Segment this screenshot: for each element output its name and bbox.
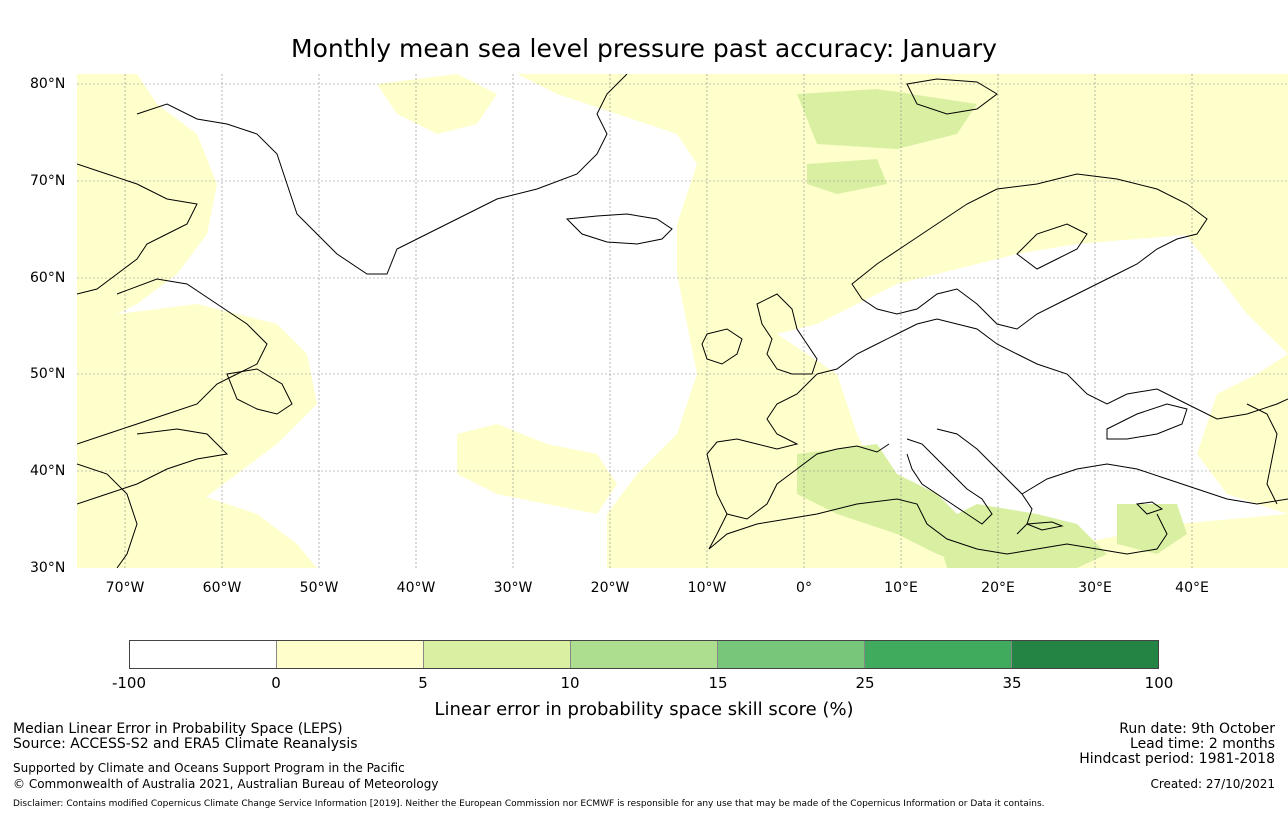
shade-east-europe [1177, 204, 1288, 514]
footer-support: Supported by Climate and Oceans Support … [13, 761, 405, 775]
coast-black-sea [1106, 403, 1188, 440]
footer-hindcast-period: Hindcast period: 1981-2018 [1079, 751, 1275, 767]
lon-label-0: 0° [796, 580, 812, 596]
coast-gulf-bothnia [1016, 223, 1088, 270]
coast-spain-med [726, 443, 890, 520]
coast-north-africa [708, 498, 1168, 555]
lon-label-70w: 70°W [105, 580, 145, 596]
colorbar-segment-4 [571, 641, 718, 668]
skill-map [77, 74, 1288, 568]
lat-label-30n: 30°N [30, 560, 66, 576]
lon-label-50w: 50°W [299, 580, 339, 596]
colorbar-tick-10: 10 [560, 674, 580, 692]
lon-label-10w: 10°W [687, 580, 727, 596]
coast-great-britain [756, 293, 818, 375]
coast-france-spain [706, 373, 818, 550]
shade-baffin [77, 74, 217, 324]
footer-source: Source: ACCESS-S2 and ERA5 Climate Reana… [13, 736, 358, 752]
footer-method: Median Linear Error in Probability Space… [13, 721, 343, 737]
shade-south-atlantic-patch [457, 424, 617, 514]
colorbar [129, 640, 1159, 669]
colorbar-tick-5: 5 [418, 674, 428, 692]
footer-created-date: Created: 27/10/2021 [1150, 777, 1275, 791]
gridlines [77, 74, 1288, 568]
shade-norway-sea-green [807, 159, 887, 194]
coast-balkans [936, 428, 1033, 535]
lon-label-20w: 20°W [590, 580, 630, 596]
lon-label-40e: 40°E [1175, 580, 1209, 596]
coastlines [77, 74, 1288, 568]
colorbar-segment-5 [718, 641, 865, 668]
colorbar-tick-35: 35 [1002, 674, 1022, 692]
coast-ireland [701, 328, 743, 365]
coast-nova-scotia [77, 428, 229, 505]
colorbar-tick-minus100: -100 [111, 674, 147, 692]
footer-lead-time: Lead time: 2 months [1130, 736, 1275, 752]
colorbar-tick-0: 0 [271, 674, 281, 692]
coast-newfoundland [226, 368, 293, 415]
colorbar-tick-15: 15 [708, 674, 728, 692]
coast-us-east [77, 463, 138, 568]
skill-shading [77, 74, 1288, 568]
lat-label-40n: 40°N [30, 463, 66, 479]
footer-disclaimer: Disclaimer: Contains modified Copernicus… [13, 799, 1045, 809]
coast-iceland [565, 213, 673, 245]
coast-italy [906, 438, 993, 525]
coast-caspian [1246, 403, 1278, 505]
coast-baffin [77, 163, 198, 295]
coast-cyprus [1135, 501, 1164, 515]
shade-arctic-green [797, 89, 977, 149]
shade-west-europe [607, 274, 1288, 568]
coast-svalbard [906, 78, 998, 115]
colorbar-tick-25: 25 [855, 674, 875, 692]
shade-mid-atlantic-patch [377, 74, 497, 134]
lat-label-70n: 70°N [30, 173, 66, 189]
lat-label-50n: 50°N [30, 366, 66, 382]
lon-label-30w: 30°W [493, 580, 533, 596]
shade-east-med-green [1117, 504, 1187, 554]
colorbar-tick-100: 100 [1144, 674, 1174, 692]
lon-label-20e: 20°E [981, 580, 1015, 596]
lon-label-30e: 30°E [1078, 580, 1112, 596]
map-title: Monthly mean sea level pressure past acc… [291, 34, 997, 63]
lat-label-80n: 80°N [30, 76, 66, 92]
coast-labrador [77, 278, 268, 445]
colorbar-segment-6 [865, 641, 1012, 668]
lon-label-10e: 10°E [884, 580, 918, 596]
shade-libya-green [937, 524, 1077, 568]
lat-label-60n: 60°N [30, 270, 66, 286]
shade-sw-atlantic [77, 474, 317, 568]
lon-label-60w: 60°W [202, 580, 242, 596]
footer-copyright: © Commonwealth of Australia 2021, Austra… [13, 777, 439, 791]
colorbar-segment-7 [1012, 641, 1158, 668]
coast-crete [1026, 521, 1064, 531]
colorbar-segment-2 [277, 641, 424, 668]
footer-run-date: Run date: 9th October [1119, 721, 1275, 737]
colorbar-label: Linear error in probability space skill … [434, 699, 854, 720]
coast-scandinavia [851, 173, 1208, 330]
coast-greenland [136, 74, 628, 275]
colorbar-segment-3 [424, 641, 571, 668]
colorbar-segment-1 [130, 641, 277, 668]
coast-turkey [1021, 463, 1288, 505]
coast-europe-mainland [816, 318, 1288, 420]
lon-label-40w: 40°W [396, 580, 436, 596]
